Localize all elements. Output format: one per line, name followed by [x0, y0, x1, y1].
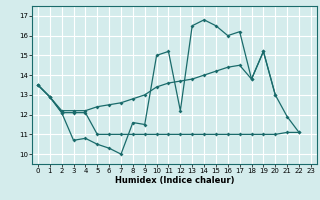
X-axis label: Humidex (Indice chaleur): Humidex (Indice chaleur): [115, 176, 234, 185]
